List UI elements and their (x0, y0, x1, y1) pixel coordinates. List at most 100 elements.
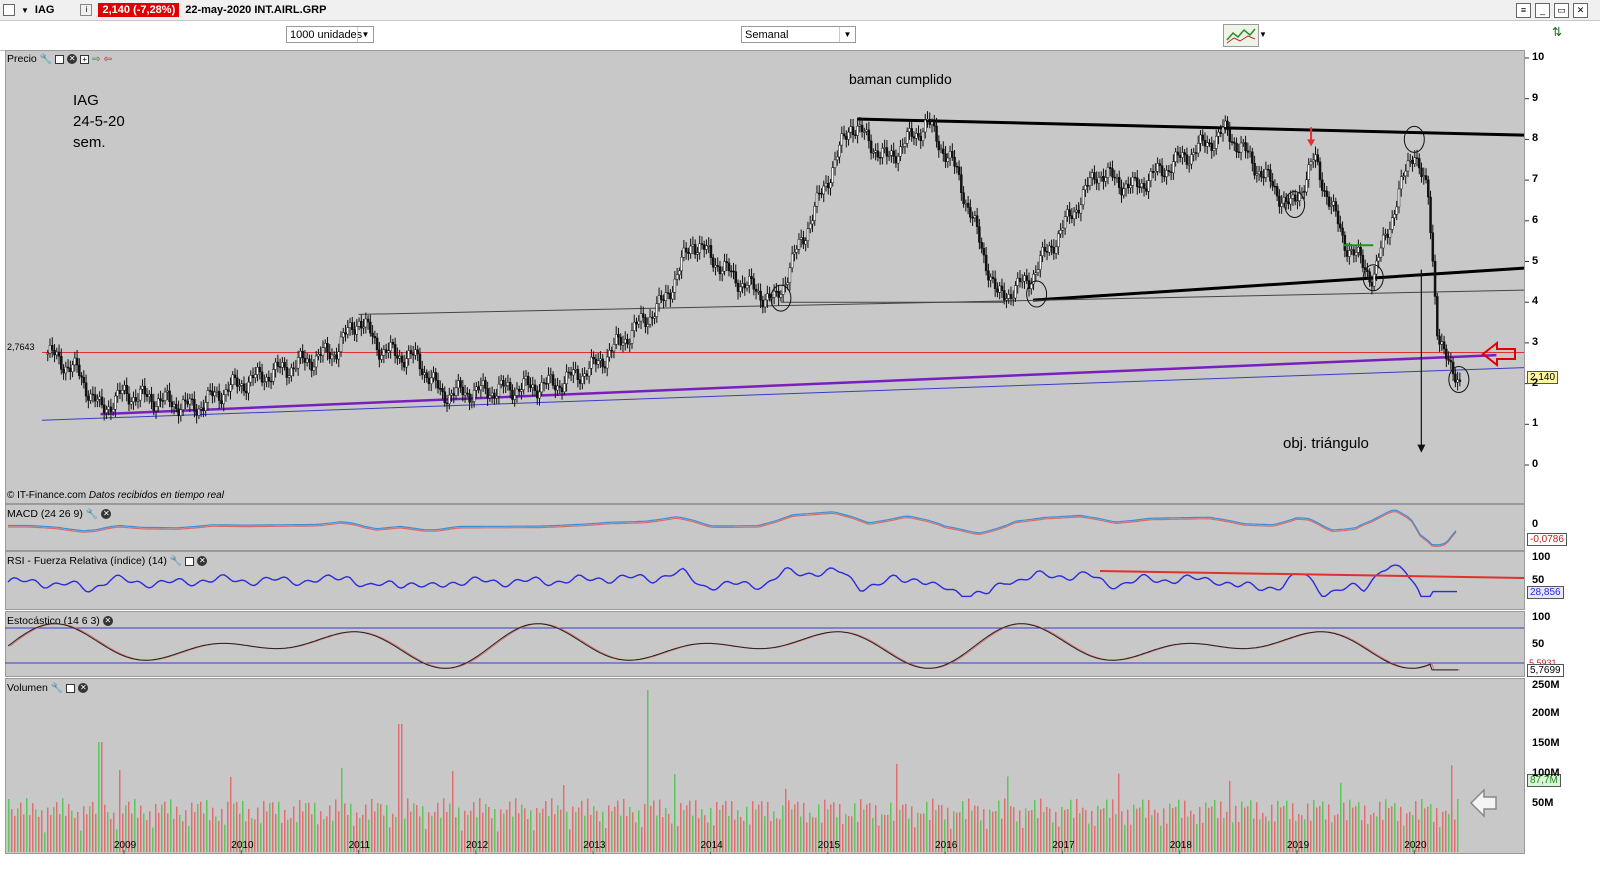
minimize-icon[interactable]: _ (1535, 3, 1550, 18)
candle-body (1205, 142, 1209, 147)
close-icon[interactable]: ✕ (197, 556, 208, 566)
candle-body (396, 355, 399, 359)
chevron-down-icon[interactable]: ▼ (21, 5, 29, 15)
close-icon[interactable]: ✕ (102, 616, 113, 626)
volume-bar (557, 805, 559, 852)
candle-body (806, 228, 810, 241)
candle-body (235, 377, 239, 387)
volume-bar (506, 809, 508, 852)
window-icon[interactable] (185, 556, 195, 566)
wrench-icon[interactable]: 🔧 (85, 508, 99, 520)
candle-body (669, 293, 672, 300)
volume-bar (1445, 810, 1447, 852)
volume-bar (1265, 816, 1267, 852)
volume-bar (629, 807, 631, 852)
volume-bar (878, 825, 880, 852)
volume-bar (680, 803, 682, 852)
candle-body (1185, 154, 1189, 165)
volume-bar (872, 817, 874, 852)
candle-body (1147, 180, 1150, 192)
candle-body (752, 278, 756, 290)
wrench-icon[interactable]: 🔧 (169, 555, 183, 567)
close-icon[interactable]: ✕ (67, 54, 78, 64)
volume-bar (668, 813, 670, 852)
info-icon[interactable]: i (80, 4, 93, 16)
candle-body (402, 362, 406, 368)
candle-body (1377, 257, 1380, 262)
period-select[interactable]: Semanal ▼ (741, 26, 856, 43)
candle-body (723, 261, 726, 272)
candle-body (1145, 188, 1148, 192)
volume-bar (173, 818, 175, 852)
window-icon[interactable] (66, 683, 76, 693)
candle-body (360, 320, 363, 329)
volume-bar (1340, 782, 1342, 852)
volume-bar (866, 804, 868, 852)
candle-body (878, 156, 882, 159)
candle-body (188, 398, 192, 405)
volume-bar (1226, 811, 1228, 852)
annotation-circle (1448, 366, 1470, 394)
candle-body (1009, 294, 1013, 299)
candle-body (581, 375, 584, 384)
chart-type-icon[interactable] (1223, 24, 1259, 47)
close-icon[interactable]: ✕ (78, 683, 89, 693)
volume-bar (1028, 810, 1030, 852)
candle-body (1449, 360, 1453, 363)
scroll-arrows-icon[interactable]: ⇅ (1552, 25, 1563, 39)
candle-body (1054, 246, 1058, 254)
units-select[interactable]: 1000 unidades ▼ (286, 26, 374, 43)
volume-bar (113, 812, 115, 852)
export-icon[interactable]: ⇨ (92, 53, 101, 65)
candle-body (838, 144, 841, 158)
candle-body (896, 155, 900, 164)
volume-bar (1022, 827, 1024, 852)
candle-body (434, 372, 437, 381)
import-icon[interactable]: ⇦ (103, 53, 112, 65)
volume-bar (992, 811, 994, 852)
candle-body (1108, 167, 1112, 169)
volume-bar (530, 810, 532, 852)
volume-bar (35, 809, 37, 852)
volume-bar (1052, 822, 1054, 852)
volume-bar (1115, 814, 1117, 852)
candle-body (488, 395, 492, 399)
volume-bar (176, 806, 178, 852)
candle-body (1352, 249, 1356, 256)
chevron-down-icon[interactable]: ▼ (1259, 30, 1267, 39)
candle-body (793, 251, 796, 255)
volume-bar (512, 816, 514, 852)
candle-body (1102, 176, 1105, 182)
candle-body (1192, 152, 1195, 155)
volume-bar (1058, 826, 1060, 852)
user-annotation-block: IAG 24-5-20 sem. (73, 90, 125, 153)
window-icon[interactable] (55, 54, 65, 64)
candle-body (563, 383, 566, 393)
candle-body (1293, 194, 1297, 202)
candle-body (330, 354, 334, 360)
candle-body (1072, 211, 1076, 220)
wrench-icon[interactable]: 🔧 (39, 53, 53, 65)
candle-body (202, 407, 205, 411)
candle-body (93, 394, 97, 402)
close-icon[interactable]: ✕ (101, 509, 112, 519)
restore-icon[interactable]: ▭ (1554, 3, 1569, 18)
candle-body (1090, 172, 1094, 179)
volume-bar (632, 812, 634, 852)
volume-bar (938, 805, 940, 852)
candle-body (96, 398, 99, 402)
menu-icon[interactable]: ≡ (1516, 3, 1531, 18)
candle-body (578, 379, 582, 384)
candle-body (269, 380, 273, 383)
volume-bar (1235, 805, 1237, 852)
plus-icon[interactable]: + (80, 54, 90, 64)
volume-bar (473, 802, 475, 852)
close-icon[interactable]: ✕ (1573, 3, 1588, 18)
wrench-icon[interactable]: 🔧 (50, 682, 64, 694)
candle-body (502, 380, 505, 387)
candle-body (522, 378, 525, 390)
volume-bar (1079, 813, 1081, 852)
volume-bar (1016, 821, 1018, 852)
y-tick-label: 100 (1532, 611, 1551, 623)
x-tick-label: 2012 (465, 840, 489, 851)
